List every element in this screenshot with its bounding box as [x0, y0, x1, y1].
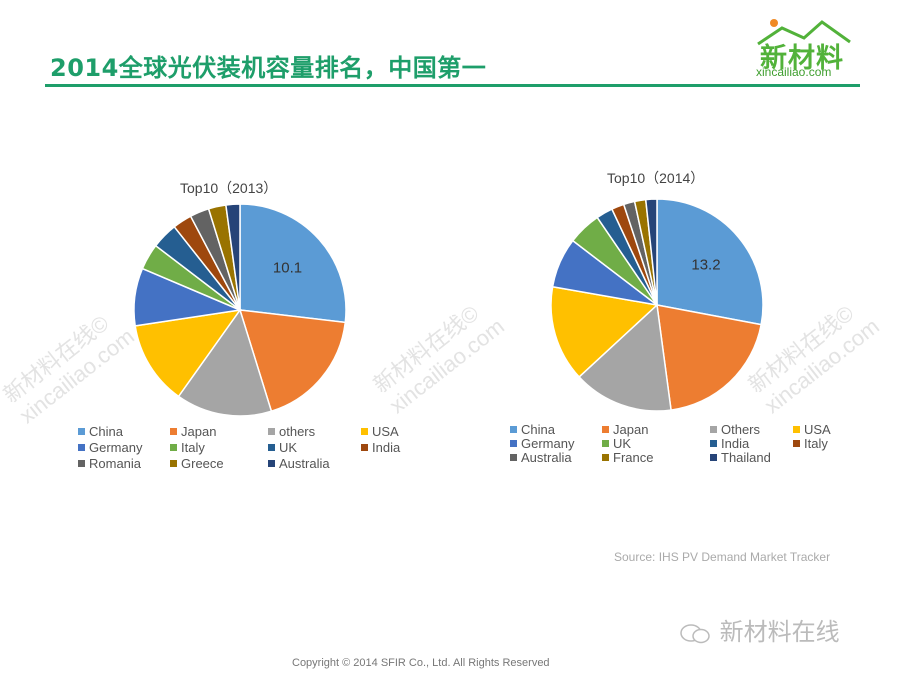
legend-label: Others [721, 422, 761, 437]
legend-swatch [510, 426, 517, 434]
legend-swatch [268, 428, 275, 436]
legend-swatch [602, 440, 609, 448]
legend-label: Germany [521, 436, 575, 451]
legend-item-uk: UK [602, 436, 631, 451]
page-title: 2014全球光伏装机容量排名，中国第一 [50, 54, 487, 82]
pie-slice-others [177, 308, 273, 417]
legend-label: Japan [613, 422, 649, 437]
legend-swatch [361, 428, 368, 436]
chart-title: Top10（2013） [180, 180, 278, 196]
legend-swatch [361, 444, 368, 452]
legend-label: India [372, 440, 401, 455]
legend-swatch [793, 426, 800, 434]
legend-swatch [710, 454, 717, 462]
legend-swatch [268, 460, 275, 468]
pie-slice-japan [238, 309, 347, 413]
house-roof-icon [757, 19, 851, 46]
legend-label: China [521, 422, 555, 437]
legend-label: Italy [181, 440, 205, 455]
pie-slice-thailand [644, 198, 658, 306]
legend-swatch [170, 460, 177, 468]
legend-swatch [78, 444, 85, 452]
legend-item-france: France [602, 450, 653, 465]
pie-slice-china [656, 198, 764, 326]
legend-label: UK [613, 436, 632, 451]
legend-label: Australia [521, 450, 572, 465]
wechat-name: 新材料在线 [719, 618, 840, 646]
legend-item-japan: Japan [170, 424, 216, 439]
data-label: 10.1 [273, 260, 302, 277]
brand-logo: 新材料 xincailiao.com [752, 16, 862, 80]
logo-text: 新材料 [760, 43, 844, 74]
legend-swatch [78, 428, 85, 436]
title-divider [45, 84, 860, 87]
pie-slice-usa [550, 285, 659, 378]
pie-slice-usa [134, 308, 242, 398]
legend-item-australia: Australia [268, 456, 330, 471]
legend-label: USA [372, 424, 399, 439]
legend-label: China [89, 424, 123, 439]
legend-item-uk: UK [268, 440, 297, 455]
legend-item-others: others [268, 424, 315, 439]
legend-swatch [602, 426, 609, 434]
legend-swatch [710, 426, 717, 434]
legend-item-india: India [710, 436, 749, 451]
watermark: 新材料在线© xincailiao.com [0, 310, 139, 429]
legend-swatch [793, 440, 800, 448]
legend-label: Italy [804, 436, 828, 451]
legend-item-usa: USA [361, 424, 399, 439]
wechat-account: 新材料在线 [678, 612, 840, 647]
pie-slice-others [578, 303, 672, 412]
pie-slice-japan [656, 304, 763, 411]
legend-item-india: India [361, 440, 400, 455]
legend-swatch [510, 440, 517, 448]
legend-swatch [602, 454, 609, 462]
legend-swatch [170, 444, 177, 452]
legend-label: Greece [181, 456, 224, 471]
pie-plot: 13.2 [550, 198, 764, 412]
legend-label: others [279, 424, 316, 439]
watermark: 新材料在线© xincailiao.com [368, 300, 509, 419]
data-label: 13.2 [691, 256, 720, 273]
legend-item-china: China [510, 422, 555, 437]
legend-item-greece: Greece [170, 456, 224, 471]
source-note: Source: IHS PV Demand Market Tracker [614, 550, 831, 564]
legend-label: Thailand [721, 450, 771, 465]
legend-swatch [710, 440, 717, 448]
legend-item-thailand: Thailand [710, 450, 771, 465]
legend-label: Germany [89, 440, 143, 455]
legend-item-usa: USA [793, 422, 831, 437]
legend-label: USA [804, 422, 831, 437]
legend-label: India [721, 436, 750, 451]
legend-swatch [268, 444, 275, 452]
legend-label: France [613, 450, 654, 465]
legend-item-others: Others [710, 422, 760, 437]
legend-item-germany: Germany [78, 440, 142, 455]
wechat-icon [678, 621, 712, 645]
copyright: Copyright © 2014 SFIR Co., Ltd. All Righ… [292, 657, 550, 669]
legend-item-china: China [78, 424, 123, 439]
pie-slice-china [239, 203, 347, 324]
legend-swatch [78, 460, 85, 468]
legend-item-romania: Romania [78, 456, 141, 471]
pie-slice-australia [225, 203, 241, 311]
chart-title: Top10（2014） [607, 170, 705, 186]
legend-item-italy: Italy [793, 436, 828, 451]
legend-label: Australia [279, 456, 330, 471]
logo-url: xincailiao.com [756, 65, 832, 79]
legend-swatch [170, 428, 177, 436]
legend-label: UK [279, 440, 298, 455]
legend-swatch [510, 454, 517, 462]
pie-plot: 10.1 [133, 203, 347, 417]
legend-item-italy: Italy [170, 440, 205, 455]
legend-item-germany: Germany [510, 436, 574, 451]
legend-item-australia: Australia [510, 450, 572, 465]
legend-item-japan: Japan [602, 422, 648, 437]
legend-label: Japan [181, 424, 217, 439]
legend-label: Romania [89, 456, 142, 471]
